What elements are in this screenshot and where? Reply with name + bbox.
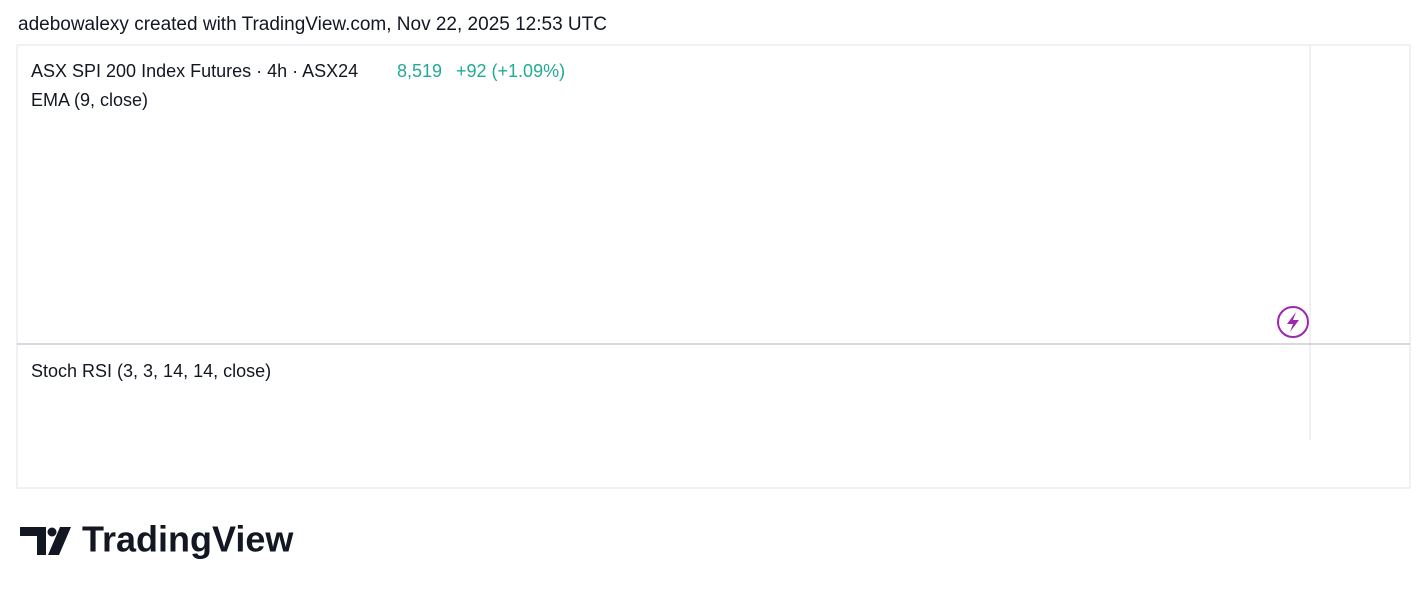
chart-frame [16, 44, 1411, 489]
price-change: +92 (+1.09%) [456, 61, 565, 81]
labels: ASX SPI 200 Index Futures · 4h · ASX24 8… [31, 61, 565, 381]
stoch-legend: Stoch RSI (3, 3, 14, 14, close) [31, 361, 271, 381]
symbol-title: ASX SPI 200 Index Futures · 4h · ASX24 [31, 61, 358, 81]
logo: TradingView [20, 519, 294, 560]
ema-legend: EMA (9, close) [31, 90, 148, 110]
last-price: 8,519 [397, 61, 442, 81]
alert-icon[interactable] [1277, 306, 1309, 338]
logo-text: TradingView [82, 519, 294, 560]
header: adebowalexy created with TradingView.com… [18, 14, 607, 35]
